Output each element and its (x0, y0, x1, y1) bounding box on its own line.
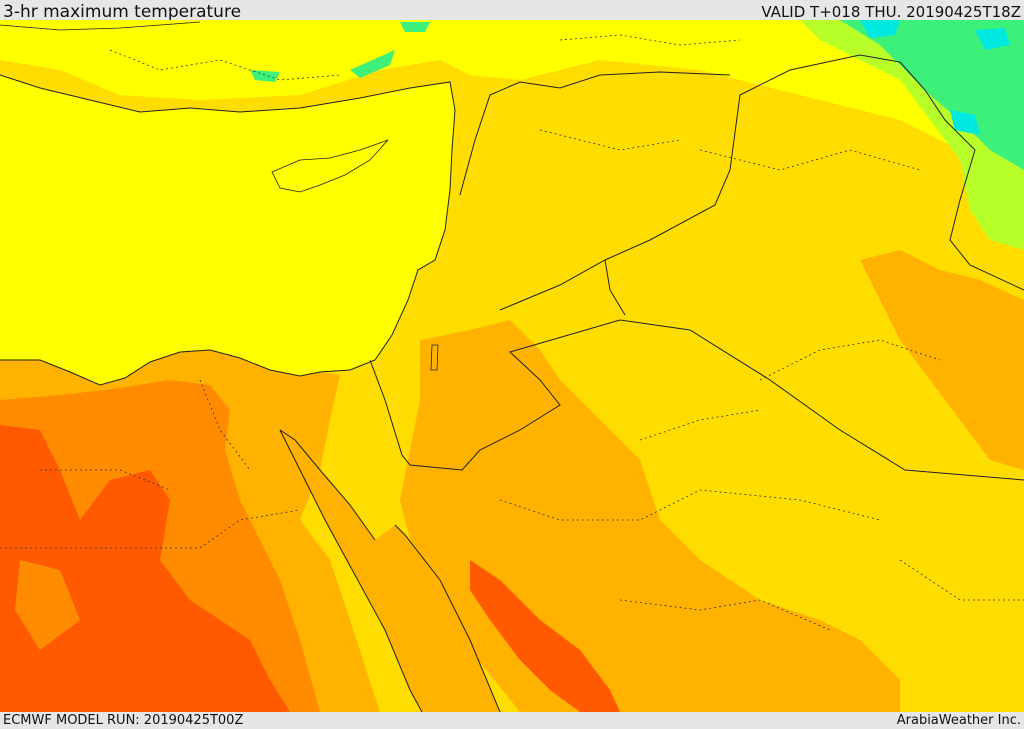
coastline (279, 429, 423, 712)
valid-time-label: VALID T+018 THU. 20190425T18Z (761, 3, 1021, 21)
map-title: 3-hr maximum temperature (3, 2, 242, 22)
country-border (899, 61, 1024, 291)
mediterranean-sea (0, 75, 455, 385)
temperature-field-warm (860, 250, 1024, 470)
temperature-field-cool (250, 70, 280, 82)
temperature-field-cool (350, 50, 395, 78)
temperature-field-cool (400, 22, 430, 32)
cyprus-island (271, 139, 389, 193)
country-border (499, 54, 901, 311)
country-border (369, 319, 1024, 481)
temperature-field-hottest (0, 425, 290, 712)
temperature-field-north (0, 20, 1024, 150)
province-boundaries (0, 34, 1024, 631)
coastline (279, 429, 376, 541)
temperature-map (0, 20, 1024, 712)
footer-bar: ECMWF MODEL RUN: 20190425T00Z ArabiaWeat… (0, 712, 1024, 729)
temperature-field-hottest (470, 560, 620, 712)
model-run-label: ECMWF MODEL RUN: 20190425T00Z (3, 713, 244, 728)
country-border (604, 259, 626, 316)
temperature-field-cold (975, 28, 1010, 50)
coastline (0, 74, 456, 386)
coastline (394, 524, 501, 712)
temperature-field-hot (15, 560, 80, 650)
temperature-field-cold (860, 20, 900, 38)
temperature-field-cold (950, 110, 980, 135)
country-border (459, 71, 731, 196)
red-sea (280, 430, 500, 712)
header-bar: 3-hr maximum temperature VALID T+018 THU… (0, 0, 1024, 22)
coastline (0, 21, 201, 31)
dead-sea (430, 344, 439, 371)
credit-label: ArabiaWeather Inc. (896, 713, 1021, 728)
